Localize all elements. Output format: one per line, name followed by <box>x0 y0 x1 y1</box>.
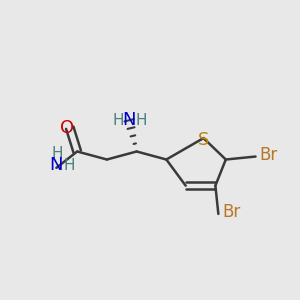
Text: N: N <box>50 157 63 175</box>
Text: H: H <box>63 158 75 173</box>
Text: H: H <box>51 146 63 161</box>
Text: H: H <box>135 113 147 128</box>
Text: H: H <box>112 113 124 128</box>
Text: S: S <box>198 131 209 149</box>
Text: Br: Br <box>259 146 277 164</box>
Text: Br: Br <box>222 203 240 221</box>
Text: O: O <box>60 119 74 137</box>
Text: N: N <box>122 111 136 129</box>
